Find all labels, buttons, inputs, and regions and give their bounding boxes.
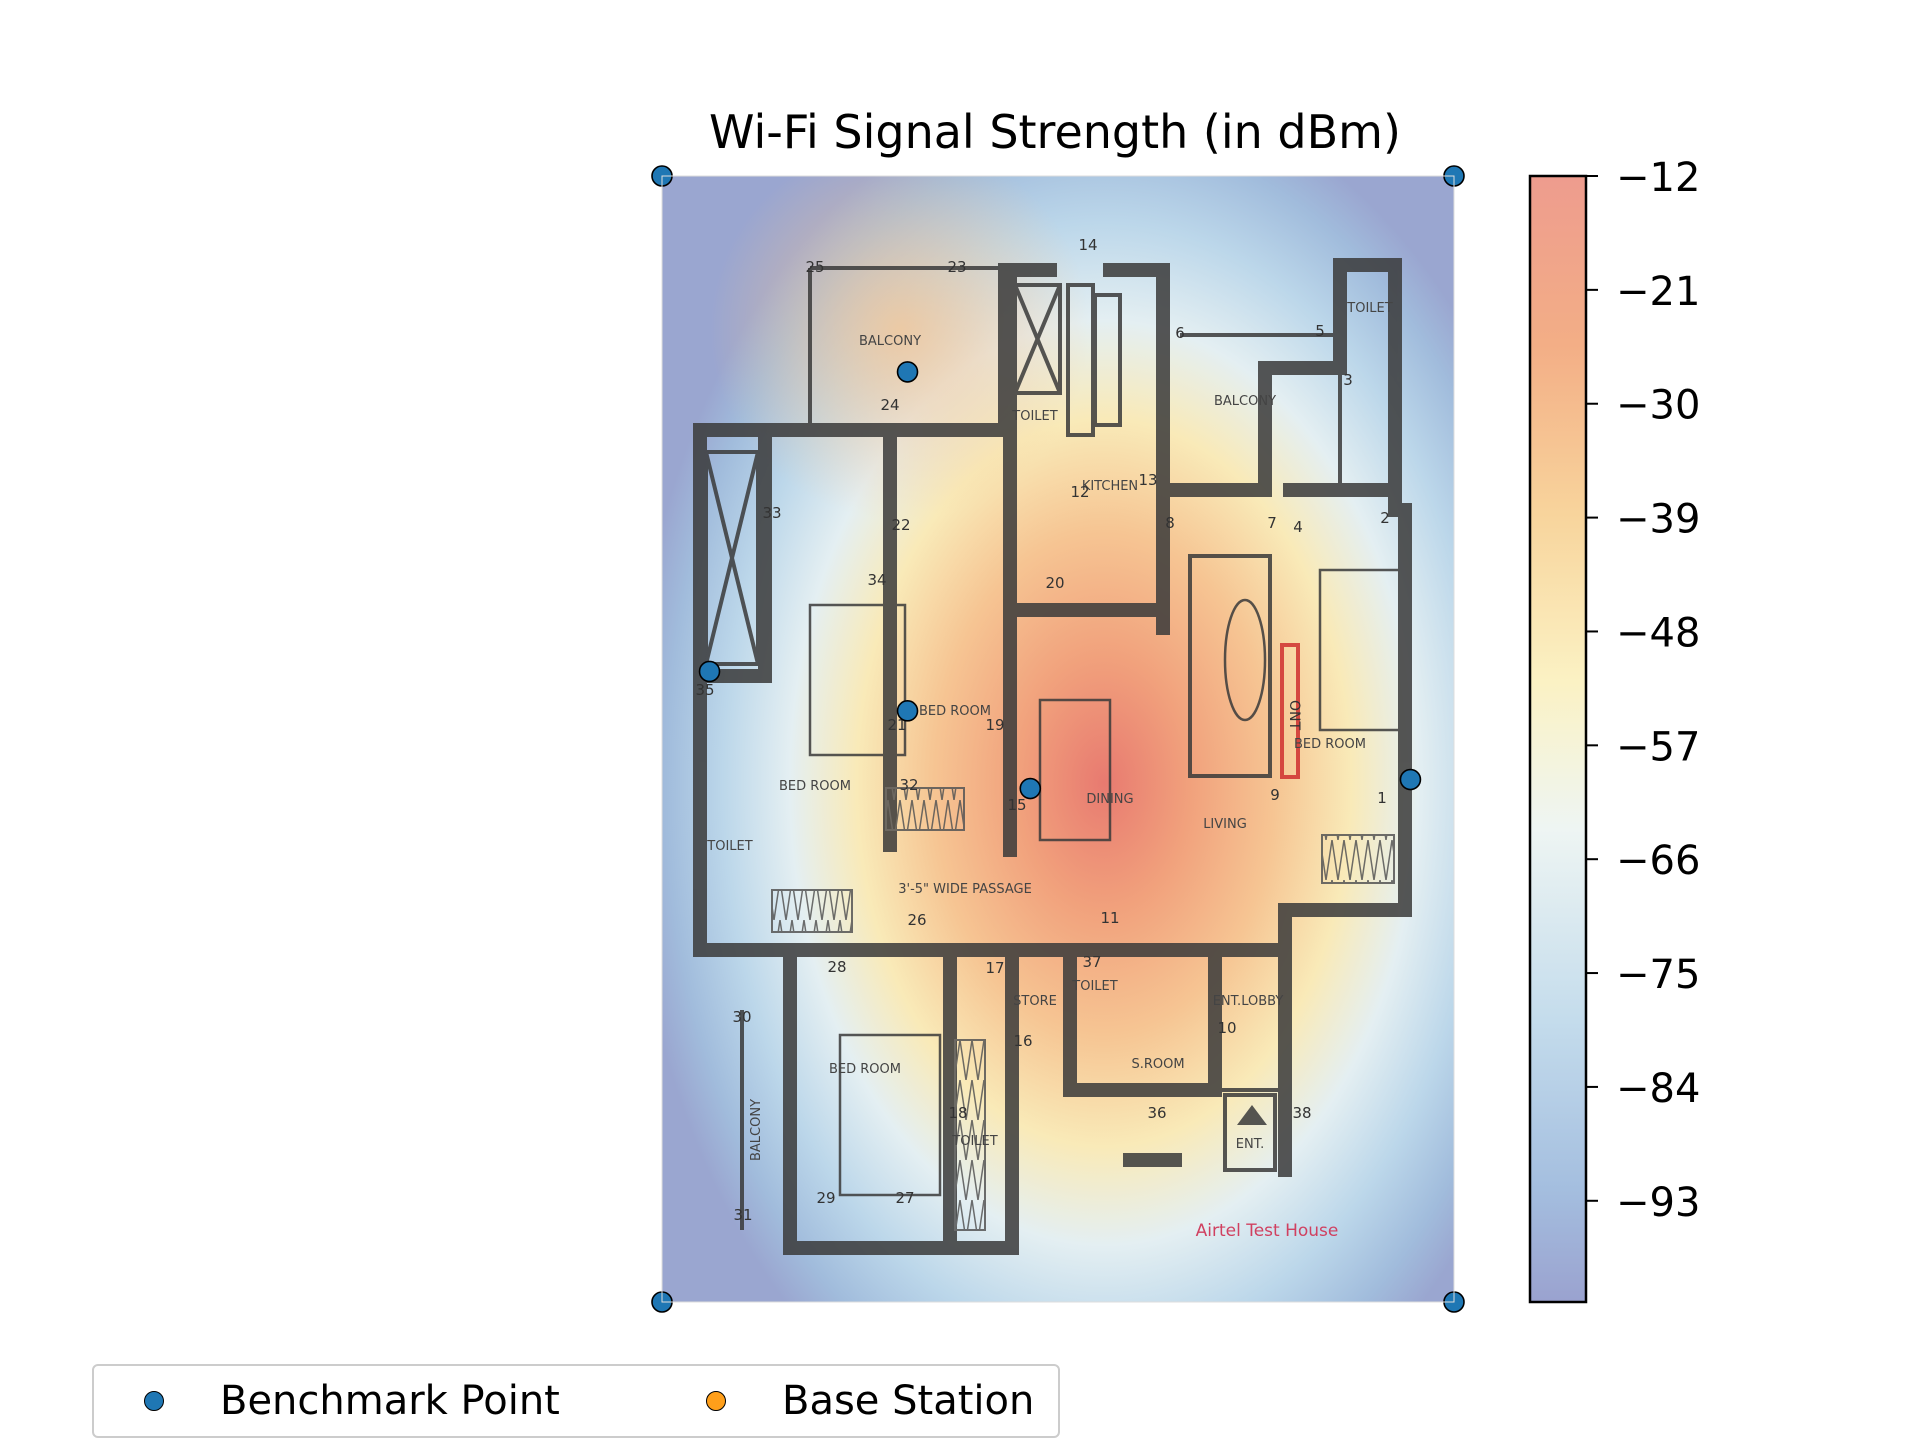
colorbar-tick-label: −21 bbox=[1616, 269, 1700, 315]
benchmark-point bbox=[896, 700, 919, 722]
benchmark-point bbox=[1399, 768, 1422, 791]
colorbar-frame bbox=[1528, 174, 1588, 1304]
floor-plan-number: 2 bbox=[1380, 509, 1390, 527]
floor-plan-number: 30 bbox=[732, 1008, 751, 1026]
label-passage: 3'-5" WIDE PASSAGE bbox=[898, 882, 1032, 897]
floor-plan-number: 25 bbox=[805, 258, 824, 276]
colorbar-tick-label: −66 bbox=[1616, 838, 1700, 884]
label-toilet-e: TOILET bbox=[951, 1134, 997, 1149]
label-toilet-a: TOILET bbox=[1011, 409, 1057, 424]
colorbar-tick-label: −30 bbox=[1616, 383, 1700, 429]
floor-plan-number: 33 bbox=[762, 504, 781, 522]
label-sroom: S.ROOM bbox=[1131, 1057, 1184, 1072]
label-balcony-top: BALCONY bbox=[859, 334, 921, 349]
floor-plan-number: 26 bbox=[907, 911, 926, 929]
benchmark-point bbox=[698, 660, 721, 683]
colorbar-tick-label: −84 bbox=[1616, 1066, 1700, 1112]
floor-plan-number: 37 bbox=[1082, 953, 1101, 971]
floor-plan-number: 9 bbox=[1270, 786, 1280, 804]
floor-plan-number: 8 bbox=[1165, 514, 1175, 532]
floor-plan-number: 10 bbox=[1217, 1019, 1236, 1037]
label-store: STORE bbox=[1013, 994, 1057, 1009]
floor-plan-number: 13 bbox=[1138, 471, 1157, 489]
floor-plan-number: 24 bbox=[880, 396, 899, 414]
floor-plan-number: 4 bbox=[1293, 518, 1303, 536]
label-toilet-c: TOILET bbox=[706, 839, 752, 854]
heatmap-frame bbox=[661, 175, 1455, 1303]
floor-plan-number: 18 bbox=[948, 1104, 967, 1122]
floor-plan-number: 36 bbox=[1147, 1104, 1166, 1122]
floor-plan-number: 31 bbox=[733, 1206, 752, 1224]
benchmark-point bbox=[896, 361, 919, 383]
floor-plan-number: 14 bbox=[1078, 236, 1097, 254]
floor-plan-number: 16 bbox=[1013, 1032, 1032, 1050]
floor-plan-number: 35 bbox=[695, 681, 714, 699]
label-balcony-right: BALCONY bbox=[1214, 394, 1276, 409]
floor-plan-number: 12 bbox=[1070, 483, 1089, 501]
label-entlobby: ENT.LOBBY bbox=[1213, 994, 1284, 1009]
floor-plan-number: 11 bbox=[1100, 909, 1119, 927]
colorbar-ticks: −12 −21 −30 −39 −48 −57 −66 −75 −84 −93 bbox=[1586, 155, 1700, 1226]
floor-plan-number: 15 bbox=[1007, 796, 1026, 814]
floor-plan-number: 1 bbox=[1377, 789, 1387, 807]
label-kitchen: KITCHEN bbox=[1082, 479, 1138, 494]
floor-plan bbox=[693, 258, 1412, 1255]
label-dining: DINING bbox=[1086, 792, 1133, 807]
label-bedroom-c: BED ROOM bbox=[779, 779, 851, 794]
label-bedroom-a: BED ROOM bbox=[919, 704, 991, 719]
colorbar-tick-label: −93 bbox=[1616, 1180, 1700, 1226]
floor-plan-labels: BALCONY BALCONY BALCONY KITCHEN TOILET T… bbox=[706, 301, 1392, 1241]
floor-plan-number: 7 bbox=[1267, 514, 1277, 532]
floor-plan-number: 19 bbox=[985, 716, 1004, 734]
colorbar-tick-label: −75 bbox=[1616, 952, 1700, 998]
label-house-name: Airtel Test House bbox=[1196, 1221, 1339, 1241]
floor-plan-number: 38 bbox=[1292, 1104, 1311, 1122]
legend-marker-base-station bbox=[706, 1391, 726, 1411]
floor-plan-number: 29 bbox=[816, 1189, 835, 1207]
floor-plan-number: 5 bbox=[1315, 322, 1325, 340]
colorbar-tick-label: −12 bbox=[1616, 155, 1700, 201]
floor-plan-number: 20 bbox=[1045, 574, 1064, 592]
benchmark-point bbox=[1019, 777, 1042, 800]
colorbar-tick-label: −57 bbox=[1616, 724, 1700, 770]
legend-item-base-station: Base Station bbox=[706, 1366, 1034, 1436]
legend-label-benchmark: Benchmark Point bbox=[220, 1378, 560, 1424]
label-bedroom-b: BED ROOM bbox=[1294, 737, 1366, 752]
legend-item-benchmark: Benchmark Point bbox=[144, 1366, 560, 1436]
chart-title: Wi-Fi Signal Strength (in dBm) bbox=[709, 105, 1401, 159]
legend: Benchmark Point Base Station bbox=[92, 1364, 1060, 1438]
label-balcony-left: BALCONY bbox=[749, 1099, 764, 1161]
floor-plan-number: 17 bbox=[985, 959, 1004, 977]
colorbar-gradient bbox=[1530, 176, 1586, 1302]
legend-marker-benchmark bbox=[144, 1391, 164, 1411]
colorbar: −12 −21 −30 −39 −48 −57 −66 −75 −84 −93 bbox=[1528, 155, 1700, 1304]
label-bedroom-d: BED ROOM bbox=[829, 1062, 901, 1077]
label-toilet-d: TOILET bbox=[1071, 979, 1117, 994]
label-ent: ENT. bbox=[1236, 1137, 1264, 1152]
floor-plan-number: 21 bbox=[887, 716, 906, 734]
label-living: LIVING bbox=[1203, 817, 1247, 832]
floor-plan-number: 32 bbox=[899, 776, 918, 794]
colorbar-tick-label: −48 bbox=[1616, 610, 1700, 656]
floor-plan-number: 34 bbox=[867, 571, 886, 589]
label-toilet-b: TOILET bbox=[1346, 301, 1392, 316]
floor-plan-number: 3 bbox=[1343, 371, 1353, 389]
floor-plan-numbers: 25 23 14 6 5 3 24 33 22 12 13 8 7 4 2 34 20 35 21 19 15 32 9 1 2… bbox=[695, 236, 1389, 1224]
ont-box bbox=[1280, 643, 1300, 779]
legend-label-base-station: Base Station bbox=[782, 1378, 1035, 1424]
colorbar-tick-label: −39 bbox=[1616, 497, 1700, 543]
floor-plan-number: 6 bbox=[1175, 324, 1185, 342]
floor-plan-number: 22 bbox=[891, 516, 910, 534]
floor-plan-number: 23 bbox=[947, 258, 966, 276]
label-ont: ONT bbox=[1286, 700, 1302, 730]
floor-plan-number: 28 bbox=[827, 958, 846, 976]
floor-plan-number: 27 bbox=[895, 1189, 914, 1207]
